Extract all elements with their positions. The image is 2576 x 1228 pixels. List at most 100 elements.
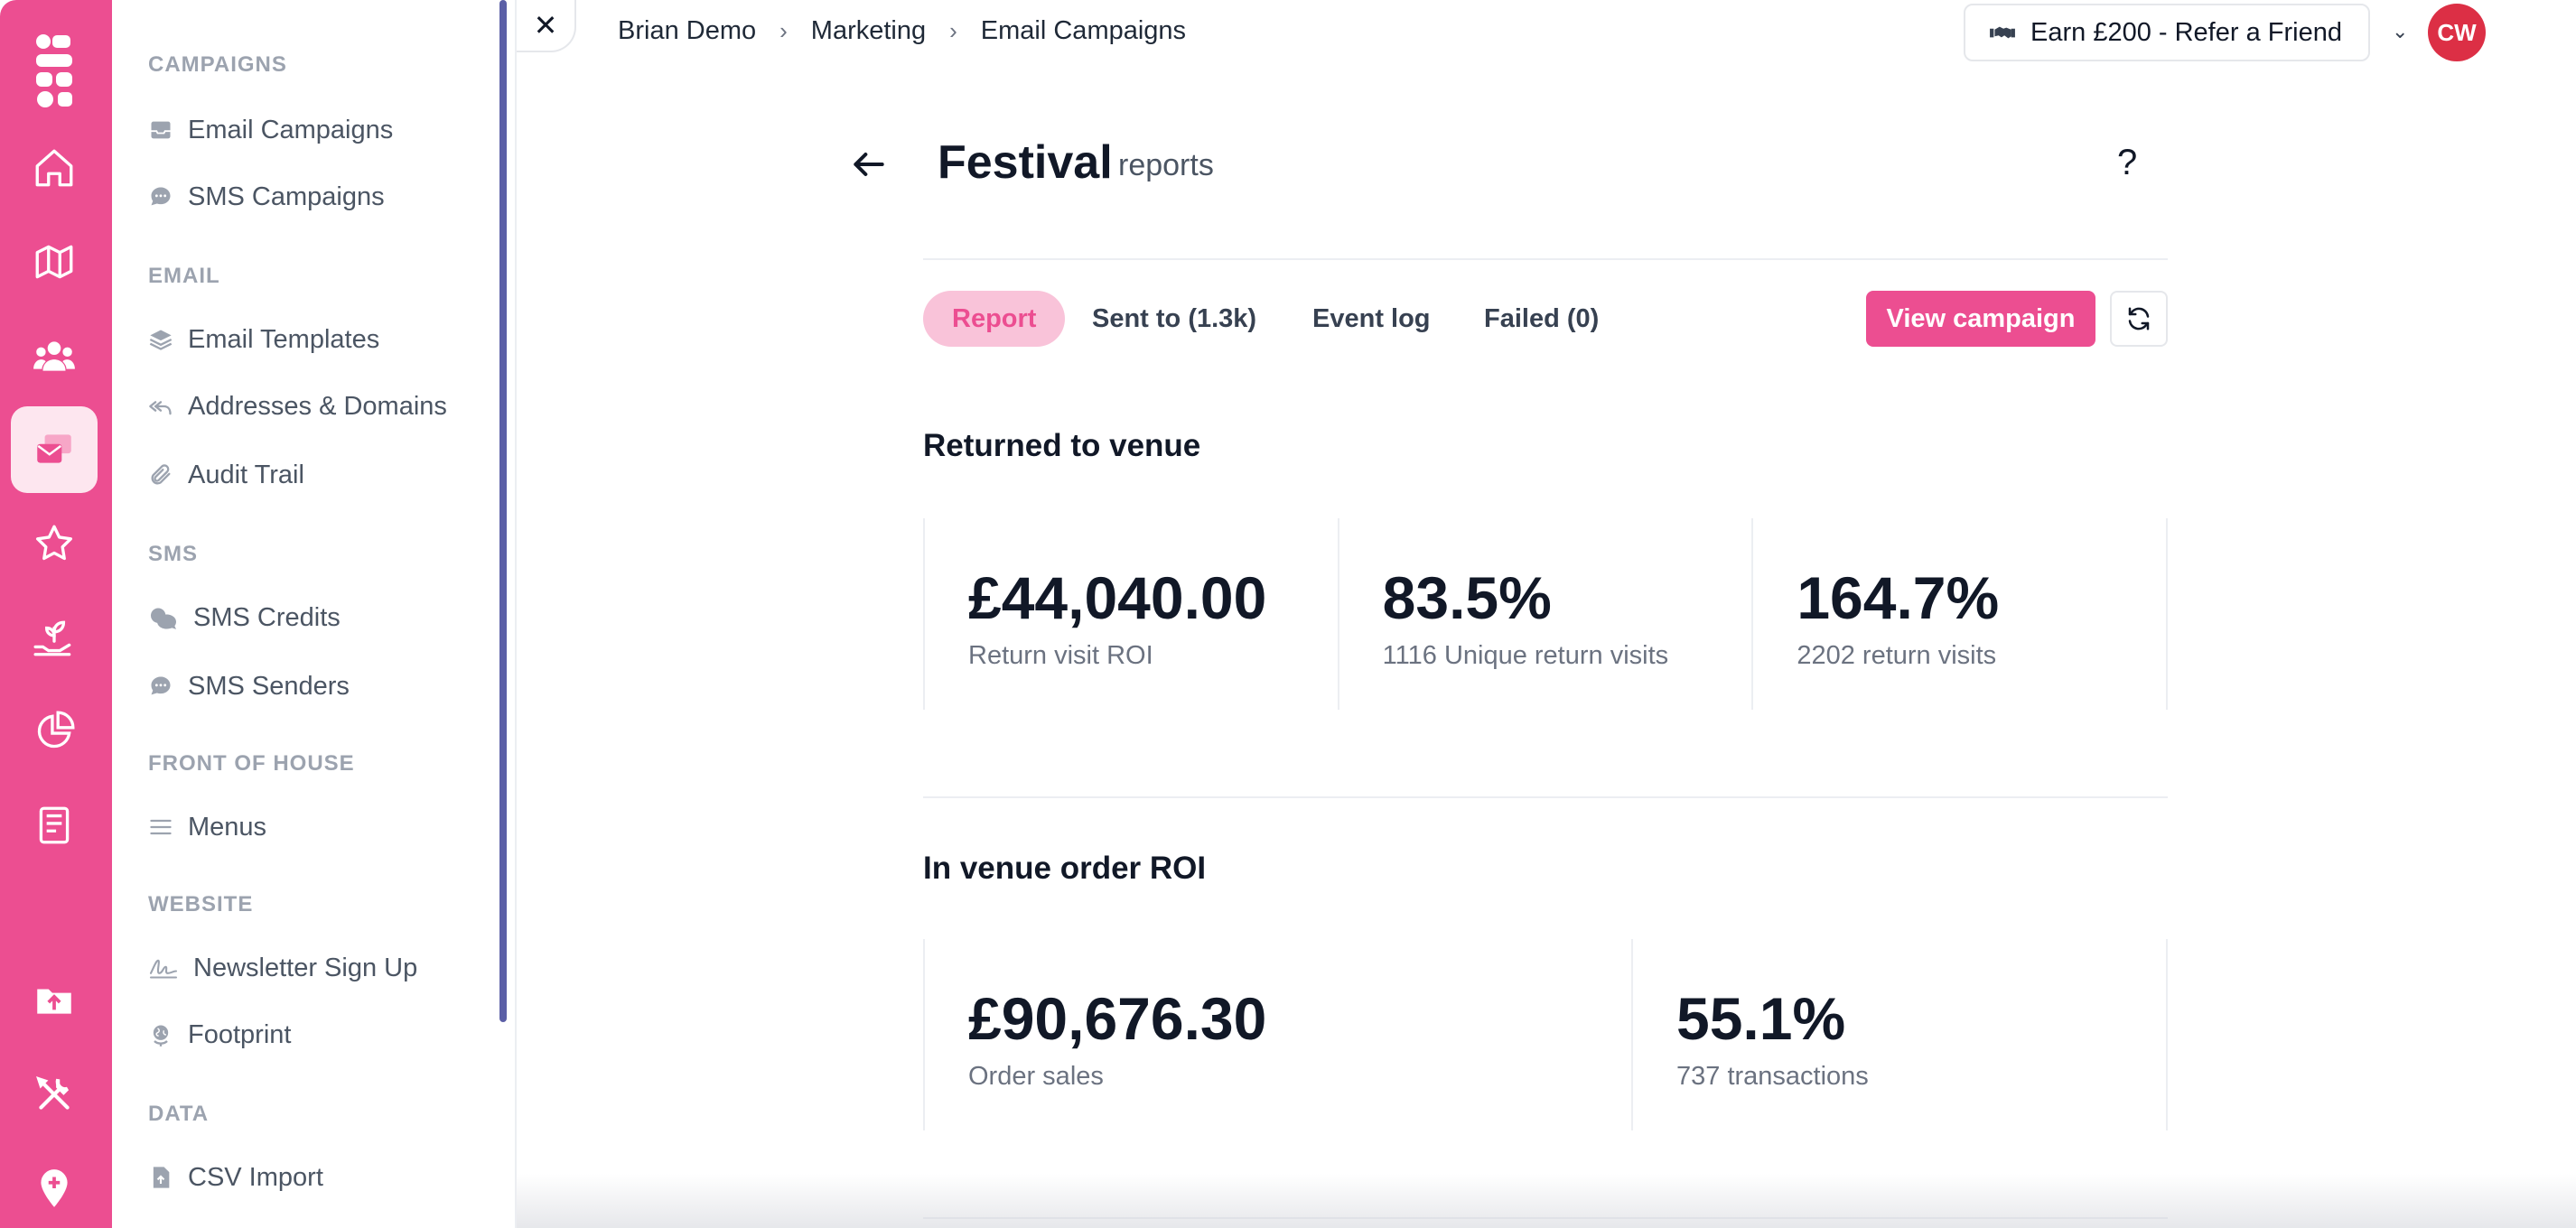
inbox-icon (151, 121, 171, 139)
stat-value: 164.7% (1797, 564, 2000, 631)
reply-all-icon (149, 401, 172, 415)
menu-lines-icon (150, 819, 172, 835)
chevron-down-icon[interactable]: ⌄ (2392, 20, 2409, 42)
sidebar-divider (515, 0, 517, 1228)
refer-label: Earn £200 - Refer a Friend (2030, 17, 2342, 47)
brand-logo-mark (36, 34, 72, 107)
tab-event-log[interactable]: Event log (1312, 303, 1431, 333)
sidebar-item-label: Newsletter Sign Up (193, 953, 418, 982)
brand-logo[interactable] (31, 33, 78, 110)
sidebar-item-newsletter-sign-up[interactable]: Newsletter Sign Up (148, 950, 417, 986)
close-panel-button[interactable]: ✕ (517, 0, 576, 52)
section-label-front-of-house: FRONT OF HOUSE (148, 751, 355, 776)
tools-icon[interactable] (27, 1067, 81, 1121)
location-pin-icon[interactable] (27, 1161, 81, 1215)
sidebar-item-label: Menus (188, 812, 267, 842)
file-upload-icon (153, 1167, 170, 1188)
handshake-icon (1990, 26, 2015, 39)
stat-label: Order sales (968, 1062, 1104, 1091)
sidebar-scrollbar[interactable] (499, 0, 507, 1022)
stat-value: £44,040.00 (968, 564, 1267, 631)
stat-label: 1116 Unique return visits (1382, 641, 1669, 670)
page-title: Festival (938, 136, 1113, 189)
icon-rail (0, 0, 112, 1228)
users-icon[interactable] (27, 329, 81, 383)
section-label-data: DATA (148, 1102, 210, 1126)
breadcrumb-separator-icon: › (779, 17, 788, 44)
sidebar-item-sms-credits[interactable]: SMS Credits (148, 600, 341, 636)
stat-label: 2202 return visits (1797, 641, 1997, 670)
back-arrow-icon[interactable] (849, 144, 889, 184)
breadcrumb-item-email-campaigns[interactable]: Email Campaigns (980, 16, 1187, 45)
section-label-campaigns: CAMPAIGNS (148, 52, 287, 77)
sidebar-item-label: Email Templates (188, 324, 380, 354)
sidebar-item-label: Audit Trail (188, 460, 304, 489)
tab-report[interactable]: Report (923, 291, 1066, 347)
breadcrumb: Brian Demo › Marketing › Email Campaigns (618, 16, 1186, 46)
stat-label: Return visit ROI (968, 641, 1153, 670)
chat-icon (151, 187, 171, 206)
sidebar-item-menus[interactable]: Menus (148, 809, 266, 845)
sidebar-item-csv-import[interactable]: CSV Import (148, 1159, 323, 1195)
close-icon: ✕ (533, 9, 558, 42)
refresh-icon (2128, 307, 2150, 330)
stat-label: 737 transactions (1676, 1062, 1869, 1091)
upload-folder-icon[interactable] (27, 973, 81, 1028)
email-campaigns-icon[interactable] (27, 423, 81, 477)
sidebar-item-audit-trail[interactable]: Audit Trail (148, 457, 304, 493)
star-icon[interactable] (27, 516, 81, 571)
sidebar-item-email-campaigns[interactable]: Email Campaigns (148, 112, 393, 148)
stat-value: 55.1% (1676, 985, 1846, 1052)
layers-icon (149, 330, 173, 350)
sidebar-item-label: Addresses & Domains (188, 391, 447, 421)
stat-value: £90,676.30 (968, 985, 1267, 1052)
section-title-order-roi: In venue order ROI (923, 851, 1207, 886)
section-label-sms: SMS (148, 542, 199, 566)
sidebar-item-label: CSV Import (188, 1162, 323, 1192)
scroll-fade (517, 1174, 2576, 1228)
returned-stats: £44,040.00 Return visit ROI 83.5% 1116 U… (923, 518, 2168, 710)
stat-return-visit-roi: £44,040.00 Return visit ROI (925, 518, 1339, 710)
stat-unique-return-visits: 83.5% 1116 Unique return visits (1339, 518, 1754, 710)
plant-icon[interactable] (27, 610, 81, 665)
sidebar-item-label: Footprint (188, 1019, 292, 1049)
pie-chart-icon[interactable] (27, 704, 81, 758)
book-icon[interactable] (27, 798, 81, 852)
breadcrumb-separator-icon: › (949, 17, 957, 44)
sidebar-item-footprint[interactable]: Footprint (148, 1017, 291, 1053)
refer-a-friend-button[interactable]: Earn £200 - Refer a Friend (1964, 4, 2370, 61)
stat-order-sales: £90,676.30 Order sales (925, 939, 1633, 1130)
sidebar-item-label: Email Campaigns (188, 115, 394, 144)
view-campaign-button[interactable]: View campaign (1866, 291, 2095, 347)
secondary-sidebar: CAMPAIGNS Email Campaigns SMS Campaigns … (112, 0, 500, 1228)
breadcrumb-item-marketing[interactable]: Marketing (810, 16, 927, 45)
stat-return-visits: 164.7% 2202 return visits (1753, 518, 2166, 710)
avatar[interactable]: CW (2428, 4, 2486, 61)
tab-sent-to[interactable]: Sent to (1.3k) (1092, 303, 1257, 333)
sidebar-item-label: SMS Senders (188, 671, 350, 701)
map-icon[interactable] (27, 235, 81, 289)
sidebar-item-addresses-domains[interactable]: Addresses & Domains (148, 388, 447, 424)
help-icon[interactable]: ? (2117, 143, 2138, 182)
signature-icon (149, 959, 178, 979)
sidebar-item-email-templates[interactable]: Email Templates (148, 321, 379, 358)
globe-icon (153, 1025, 169, 1047)
section-divider (923, 796, 2168, 798)
refresh-button[interactable] (2110, 291, 2168, 347)
sidebar-item-sms-campaigns[interactable]: SMS Campaigns (148, 179, 385, 215)
page-subtitle: reports (1118, 148, 1214, 182)
coins-chat-icon (151, 608, 176, 629)
sidebar-item-label: SMS Campaigns (188, 181, 385, 211)
sidebar-item-sms-senders[interactable]: SMS Senders (148, 668, 350, 704)
order-roi-stats: £90,676.30 Order sales 55.1% 737 transac… (923, 939, 2168, 1130)
home-icon[interactable] (27, 141, 81, 195)
paperclip-icon (151, 464, 171, 485)
stat-value: 83.5% (1382, 564, 1552, 631)
sidebar-item-label: SMS Credits (193, 602, 341, 632)
tab-failed[interactable]: Failed (0) (1484, 303, 1600, 333)
section-label-email: EMAIL (148, 264, 220, 288)
breadcrumb-item-venue[interactable]: Brian Demo (618, 16, 757, 45)
section-label-website: WEBSITE (148, 892, 254, 916)
chat-icon (151, 676, 171, 695)
section-title-returned: Returned to venue (923, 428, 1201, 463)
